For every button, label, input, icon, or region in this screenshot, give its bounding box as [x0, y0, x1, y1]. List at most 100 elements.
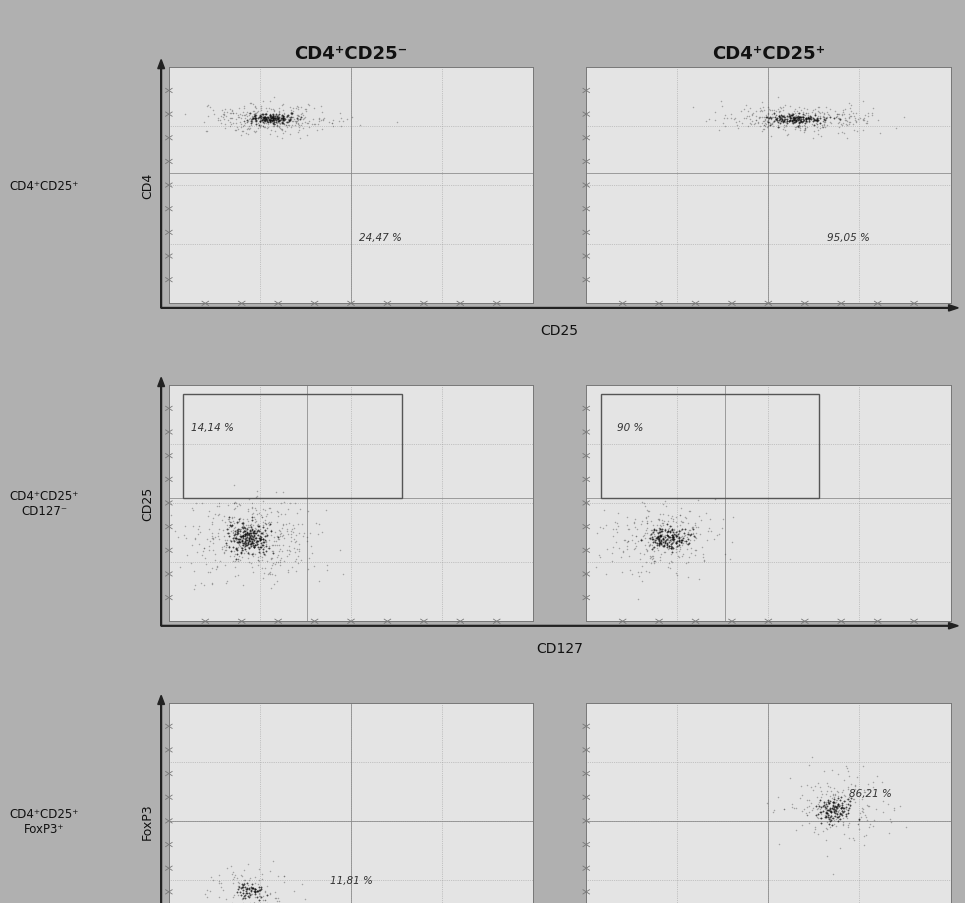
Point [247, 110, 262, 125]
Point [252, 886, 267, 900]
Point [827, 799, 842, 814]
Point [818, 805, 834, 819]
Point [770, 102, 786, 116]
Point [647, 529, 662, 544]
Point [886, 801, 901, 815]
Point [831, 107, 846, 122]
Point [695, 540, 710, 554]
Point [806, 118, 821, 133]
Point [257, 108, 272, 123]
Point [640, 544, 655, 558]
Point [816, 796, 832, 810]
Point [804, 118, 819, 133]
Point [829, 108, 844, 123]
Point [665, 525, 680, 539]
Point [711, 527, 727, 542]
Point [290, 103, 306, 117]
Point [244, 537, 260, 552]
Point [841, 118, 856, 133]
Point [773, 112, 788, 126]
Point [820, 793, 836, 807]
Point [747, 116, 762, 131]
Point [193, 576, 208, 591]
Point [649, 525, 665, 539]
Point [294, 877, 310, 891]
Point [224, 519, 239, 534]
Point [773, 115, 788, 129]
Point [247, 540, 262, 554]
Point [678, 535, 694, 550]
Point [234, 880, 250, 895]
Point [244, 887, 260, 901]
Point [196, 541, 211, 555]
Point [270, 113, 286, 127]
Point [820, 778, 836, 793]
Text: CD127: CD127 [537, 641, 583, 656]
Point [769, 112, 785, 126]
Point [263, 505, 279, 519]
Point [229, 532, 244, 546]
Point [290, 126, 306, 140]
Point [230, 516, 245, 530]
Point [739, 110, 755, 125]
Point [838, 114, 853, 128]
Point [663, 525, 678, 539]
Point [280, 116, 295, 130]
Point [793, 110, 809, 125]
Point [815, 111, 831, 126]
Point [865, 108, 880, 123]
Point [640, 535, 655, 550]
Point [264, 115, 280, 129]
Point [249, 107, 264, 121]
Point [230, 111, 245, 126]
Point [666, 528, 681, 543]
Point [280, 113, 295, 127]
Point [269, 116, 285, 131]
Point [296, 112, 312, 126]
Point [791, 111, 807, 126]
Point [201, 543, 216, 557]
Point [352, 119, 368, 134]
Point [227, 520, 242, 535]
Point [650, 529, 666, 544]
Point [219, 533, 234, 547]
Point [265, 107, 281, 122]
Point [826, 801, 841, 815]
Point [244, 533, 260, 547]
Point [774, 109, 789, 124]
Point [769, 115, 785, 129]
Point [235, 516, 251, 530]
Point [276, 110, 291, 125]
Point [821, 796, 837, 810]
Point [286, 518, 301, 533]
Point [257, 114, 272, 128]
Point [255, 495, 270, 509]
Point [248, 512, 263, 526]
Point [268, 555, 284, 570]
Point [764, 104, 780, 118]
Point [847, 778, 863, 793]
Point [236, 531, 252, 545]
Point [223, 120, 238, 135]
Point [647, 554, 662, 569]
Point [660, 515, 676, 529]
Point [231, 552, 246, 566]
Point [608, 535, 623, 550]
Point [653, 536, 669, 551]
Point [793, 115, 809, 129]
Point [227, 544, 242, 558]
Point [231, 532, 246, 546]
Point [257, 885, 272, 899]
Point [686, 533, 702, 547]
Point [251, 862, 266, 877]
Point [829, 110, 844, 125]
Point [334, 111, 349, 126]
Point [688, 544, 703, 558]
Point [774, 108, 789, 123]
Point [252, 531, 267, 545]
Point [262, 501, 277, 516]
Point [605, 523, 620, 537]
Point [261, 116, 276, 130]
Point [281, 114, 296, 128]
Point [707, 106, 723, 120]
